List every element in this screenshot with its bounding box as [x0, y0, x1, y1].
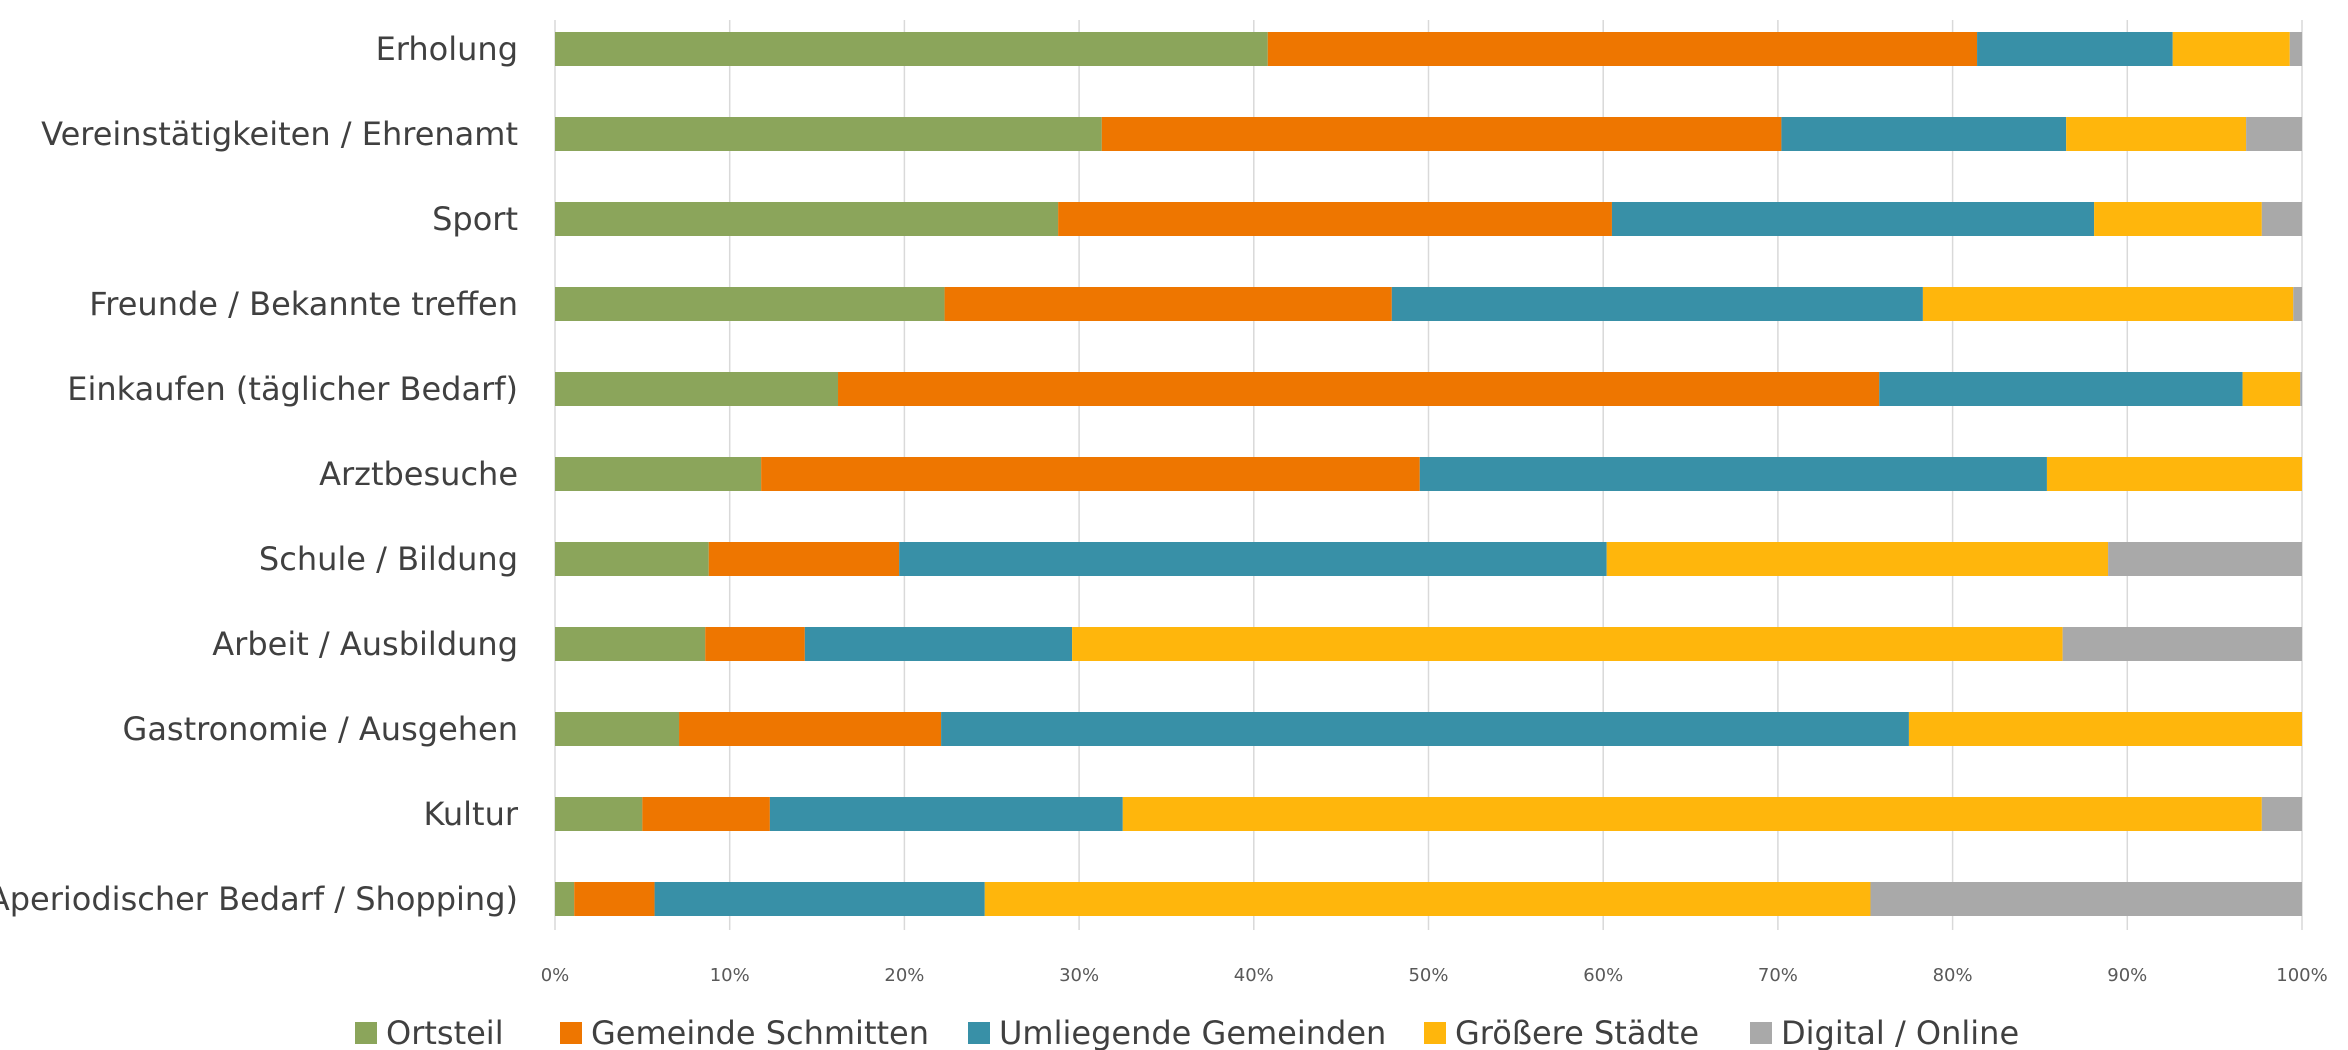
bar-segment [838, 372, 1880, 406]
x-tick-label: 20% [884, 965, 924, 986]
bar-segment [1977, 32, 2173, 66]
bar-segment [654, 882, 985, 916]
legend-swatch [560, 1022, 582, 1044]
legend: Ortsteil Gemeinde Schmitten Umliegende Gem… [355, 1014, 2019, 1050]
legend-label: Digital / Online [1781, 1014, 2019, 1050]
bar-segment [555, 32, 1268, 66]
bar-segment [1101, 117, 1782, 151]
category-label: Schule / Bildung [259, 540, 518, 578]
bar-segment [1879, 372, 2243, 406]
bar-segment [769, 797, 1123, 831]
legend-swatch [968, 1022, 990, 1044]
bar-segment [555, 712, 680, 746]
bar-segment [804, 627, 1073, 661]
bar-segment [555, 202, 1059, 236]
bar-segment [984, 882, 1871, 916]
legend-swatch [355, 1022, 377, 1044]
bar-segment [555, 627, 706, 661]
bar-segment [555, 882, 575, 916]
category-label: Aperiodischer Bedarf / Shopping) [0, 880, 518, 918]
bar-segment [2062, 627, 2302, 661]
category-label: Freunde / Bekannte treffen [89, 285, 518, 323]
bar-segment [2300, 372, 2302, 406]
bar-segment [2261, 202, 2302, 236]
bar-segment [1122, 797, 2262, 831]
category-label: Arztbesuche [319, 455, 518, 493]
category-label: Kultur [423, 795, 518, 833]
bar-segment [555, 287, 945, 321]
legend-label: Ortsteil [386, 1014, 504, 1050]
legend-label: Größere Städte [1455, 1014, 1699, 1050]
category-label: Sport [432, 200, 518, 238]
category-labels: Erholung Vereinstätigkeiten / Ehrenamt Spo… [0, 30, 519, 918]
bar-segment [941, 712, 1909, 746]
bar-segment [2046, 457, 2302, 491]
legend-swatch [1750, 1022, 1772, 1044]
bar-segment [2094, 202, 2262, 236]
bar-segment [899, 542, 1607, 576]
bar-segment [2289, 32, 2302, 66]
bar-segment [574, 882, 655, 916]
x-tick-label: 0% [541, 965, 570, 986]
bar-segment [1908, 712, 2302, 746]
bar-segment [708, 542, 900, 576]
bar-segment [1606, 542, 2109, 576]
bar-segment [1870, 882, 2302, 916]
bar-segment [2246, 117, 2302, 151]
bar-segment [555, 117, 1102, 151]
x-axis-ticks: 0% 10% 20% 30% 40% 50% 60% 70% 80% 90% 100% [541, 965, 2328, 986]
x-tick-label: 90% [2107, 965, 2147, 986]
bar-segment [1781, 117, 2067, 151]
x-tick-label: 10% [710, 965, 750, 986]
bar-segment [1922, 287, 2294, 321]
bar-segment [2172, 32, 2290, 66]
bar-segment [1267, 32, 1978, 66]
bar-segment [1058, 202, 1612, 236]
bar-segment [555, 372, 839, 406]
x-tick-label: 50% [1408, 965, 1448, 986]
category-label: Einkaufen (täglicher Bedarf) [67, 370, 518, 408]
bar-segment [2293, 287, 2302, 321]
legend-label: Umliegende Gemeinden [999, 1014, 1386, 1050]
category-label: Vereinstätigkeiten / Ehrenamt [41, 115, 518, 153]
bar-segment [555, 542, 709, 576]
category-label: Gastronomie / Ausgehen [123, 710, 518, 748]
bar-segment [2242, 372, 2301, 406]
bar-segment [1072, 627, 2063, 661]
bar-segment [555, 457, 762, 491]
x-tick-label: 30% [1059, 965, 1099, 986]
bar-segment [761, 457, 1420, 491]
x-tick-label: 70% [1758, 965, 1798, 986]
bar-segment [2108, 542, 2302, 576]
bar-segment [2066, 117, 2247, 151]
x-tick-label: 100% [2276, 965, 2327, 986]
x-tick-label: 40% [1234, 965, 1274, 986]
bar-segment [1419, 457, 2047, 491]
category-label: Erholung [376, 30, 518, 68]
bar-segment [679, 712, 942, 746]
bars [555, 32, 2302, 916]
x-tick-label: 60% [1583, 965, 1623, 986]
category-label: Arbeit / Ausbildung [212, 625, 518, 663]
bar-segment [1611, 202, 2095, 236]
bar-segment [2261, 797, 2302, 831]
bar-segment [944, 287, 1392, 321]
bar-segment [555, 797, 643, 831]
legend-label: Gemeinde Schmitten [591, 1014, 929, 1050]
bar-segment [705, 627, 805, 661]
legend-swatch [1424, 1022, 1446, 1044]
x-tick-label: 80% [1933, 965, 1973, 986]
bar-segment [1391, 287, 1923, 321]
bar-segment [642, 797, 770, 831]
